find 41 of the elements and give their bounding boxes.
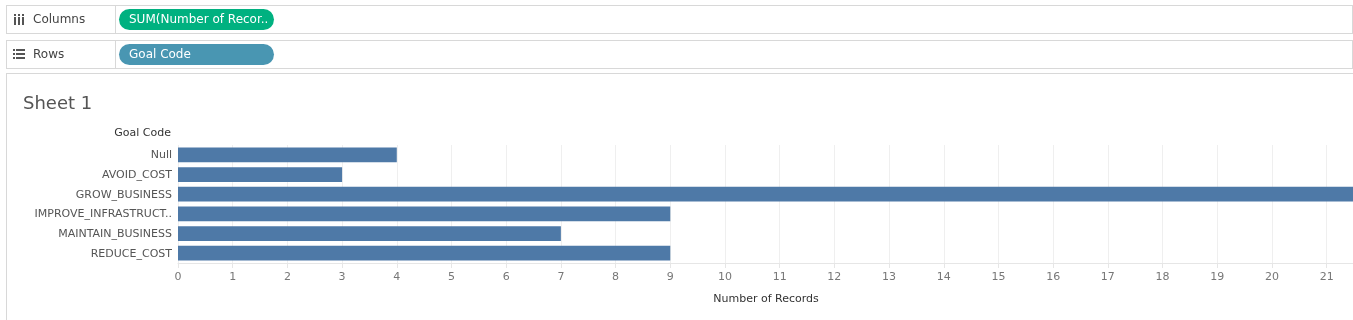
chart-title: Sheet 1 xyxy=(23,91,93,113)
x-tick-label: 21 xyxy=(1319,270,1334,283)
y-tick-label: REDUCE_COST xyxy=(90,246,173,260)
bar xyxy=(178,186,1353,202)
x-tick-label: 5 xyxy=(447,270,455,283)
bar xyxy=(178,245,671,261)
bar xyxy=(178,226,561,241)
x-tick-label: 14 xyxy=(936,270,951,283)
x-tick-label: 20 xyxy=(1264,270,1279,283)
bar xyxy=(178,147,397,163)
y-tick-label: AVOID_COST xyxy=(101,168,173,181)
x-tick-label: 12 xyxy=(827,270,842,283)
y-tick-label: GROW_BUSINESS xyxy=(75,187,173,201)
text: SUM(Number of Recor.. xyxy=(119,9,274,30)
y-tick-label: Null xyxy=(150,148,172,162)
x-tick-label: 1 xyxy=(229,270,237,283)
x-tick-label: 15 xyxy=(991,270,1006,283)
x-tick-label: 6 xyxy=(502,270,510,283)
x-tick-label: 4 xyxy=(393,270,401,283)
x-tick-label: 2 xyxy=(283,270,291,283)
y-tick-label: MAINTAIN_BUSINESS xyxy=(58,227,173,240)
x-tick-label: 13 xyxy=(882,270,897,283)
x-tick-label: 8 xyxy=(612,270,620,283)
x-tick-label: 19 xyxy=(1210,270,1225,283)
x-tick-label: 11 xyxy=(772,270,787,283)
bar xyxy=(178,206,671,222)
text: Rows xyxy=(33,46,65,63)
y-tick-label: IMPROVE_INFRASTRUCT.. xyxy=(34,207,172,221)
text: Goal Code xyxy=(119,44,274,65)
x-axis-title: Number of Records xyxy=(713,292,820,305)
x-tick-label: 17 xyxy=(1100,270,1115,283)
y-axis-title: Goal Code xyxy=(114,126,172,139)
x-tick-label: 9 xyxy=(666,270,674,283)
x-tick-label: 10 xyxy=(717,270,732,283)
x-tick-label: 16 xyxy=(1046,270,1061,283)
x-tick-label: 0 xyxy=(174,270,182,283)
x-tick-label: 18 xyxy=(1155,270,1170,283)
text: Columns xyxy=(33,11,86,28)
x-tick-label: 7 xyxy=(557,270,565,283)
x-tick-label: 3 xyxy=(338,270,346,283)
bar xyxy=(178,167,343,182)
